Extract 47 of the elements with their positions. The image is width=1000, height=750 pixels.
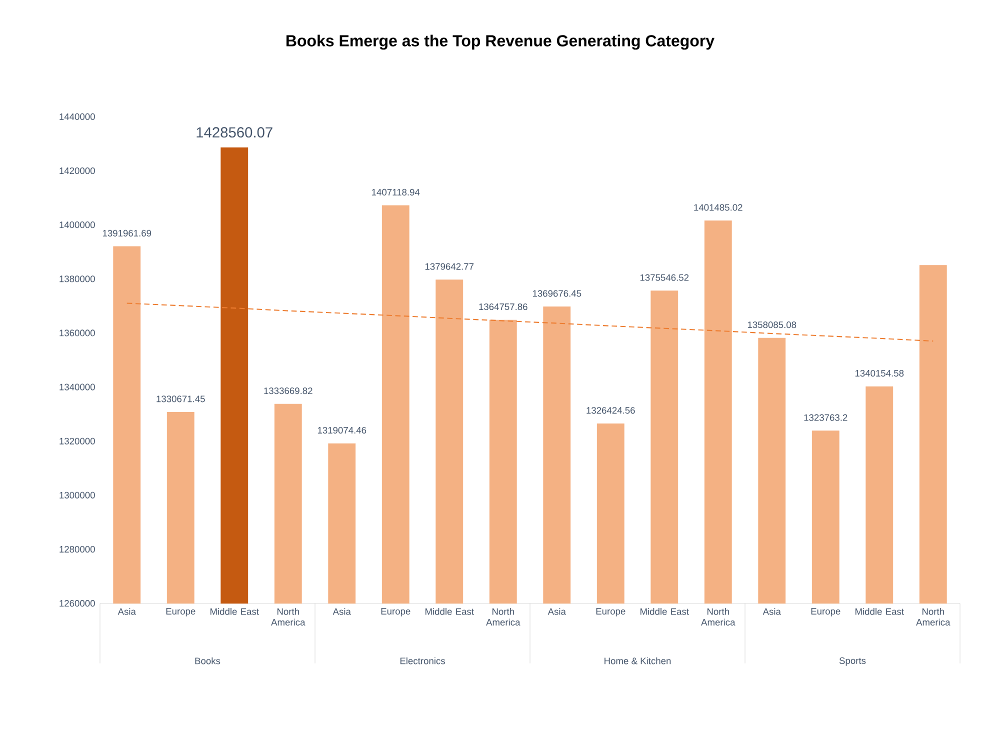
x-tick-label: North America bbox=[271, 608, 306, 626]
text: Sports bbox=[839, 657, 866, 666]
data-label: 1326424.56 bbox=[586, 407, 635, 414]
data-label: 1364757.86 bbox=[479, 303, 528, 310]
line-series bbox=[126, 302, 934, 342]
x-tick-label: Europe bbox=[166, 608, 196, 616]
data-label: 1319074.46 bbox=[318, 426, 366, 434]
chart-title: Books Emerge as the Top Revenue Generating Category bbox=[286, 34, 714, 50]
data-label: 1340154.58 bbox=[855, 370, 904, 377]
data-label: 1391961.69 bbox=[102, 230, 152, 236]
data-label: 1330671.45 bbox=[156, 396, 205, 402]
text: Home & Kitchen bbox=[604, 657, 671, 664]
data-label: 1375546.52 bbox=[640, 274, 689, 281]
data-label: 1407118.94 bbox=[372, 188, 420, 196]
data-label: 1401485.02 bbox=[694, 204, 742, 211]
text: Books bbox=[195, 657, 220, 664]
x-tick-label: Asia bbox=[118, 608, 136, 615]
x-tick-label: North America bbox=[701, 608, 736, 626]
y-tick-label: 1280000 bbox=[60, 546, 95, 553]
y-tick-label: 1320000 bbox=[60, 438, 95, 444]
y-tick-label: 1340000 bbox=[60, 384, 95, 390]
data-label: 1379642.77 bbox=[425, 263, 474, 270]
x-tick-label: Middle East bbox=[856, 608, 904, 615]
y-tick-label: 1380000 bbox=[60, 276, 95, 282]
x-tick-label: Europe bbox=[381, 608, 410, 616]
x-tick-label: Middle East bbox=[640, 608, 689, 615]
x-tick-label: Europe bbox=[811, 608, 840, 616]
x-tick-label: Asia bbox=[762, 608, 781, 615]
y-tick-label: 1440000 bbox=[60, 113, 95, 120]
data-label: 1369676.45 bbox=[532, 290, 582, 297]
x-tick-label: North America bbox=[486, 608, 520, 626]
text: Electronics bbox=[400, 657, 445, 664]
y-tick-label: 1300000 bbox=[60, 492, 95, 498]
x-tick-label: Middle East bbox=[426, 608, 474, 615]
x-tick-label: Europe bbox=[596, 608, 626, 616]
y-tick-label: 1420000 bbox=[60, 167, 95, 174]
x-tick-label: Asia bbox=[548, 608, 566, 615]
x-tick-label: Asia bbox=[332, 608, 351, 615]
data-label: 1358085.08 bbox=[748, 322, 796, 328]
x-tick-label: North America bbox=[916, 608, 950, 626]
x-tick-label: Middle East bbox=[210, 608, 259, 615]
y-tick-label: 1360000 bbox=[60, 330, 95, 336]
data-label: 1428560.07 bbox=[196, 127, 272, 138]
y-tick-label: 1260000 bbox=[60, 600, 95, 607]
data-label: 1333669.82 bbox=[264, 388, 312, 394]
data-label: 1323763.2 bbox=[804, 414, 848, 421]
y-tick-label: 1400000 bbox=[60, 222, 95, 228]
